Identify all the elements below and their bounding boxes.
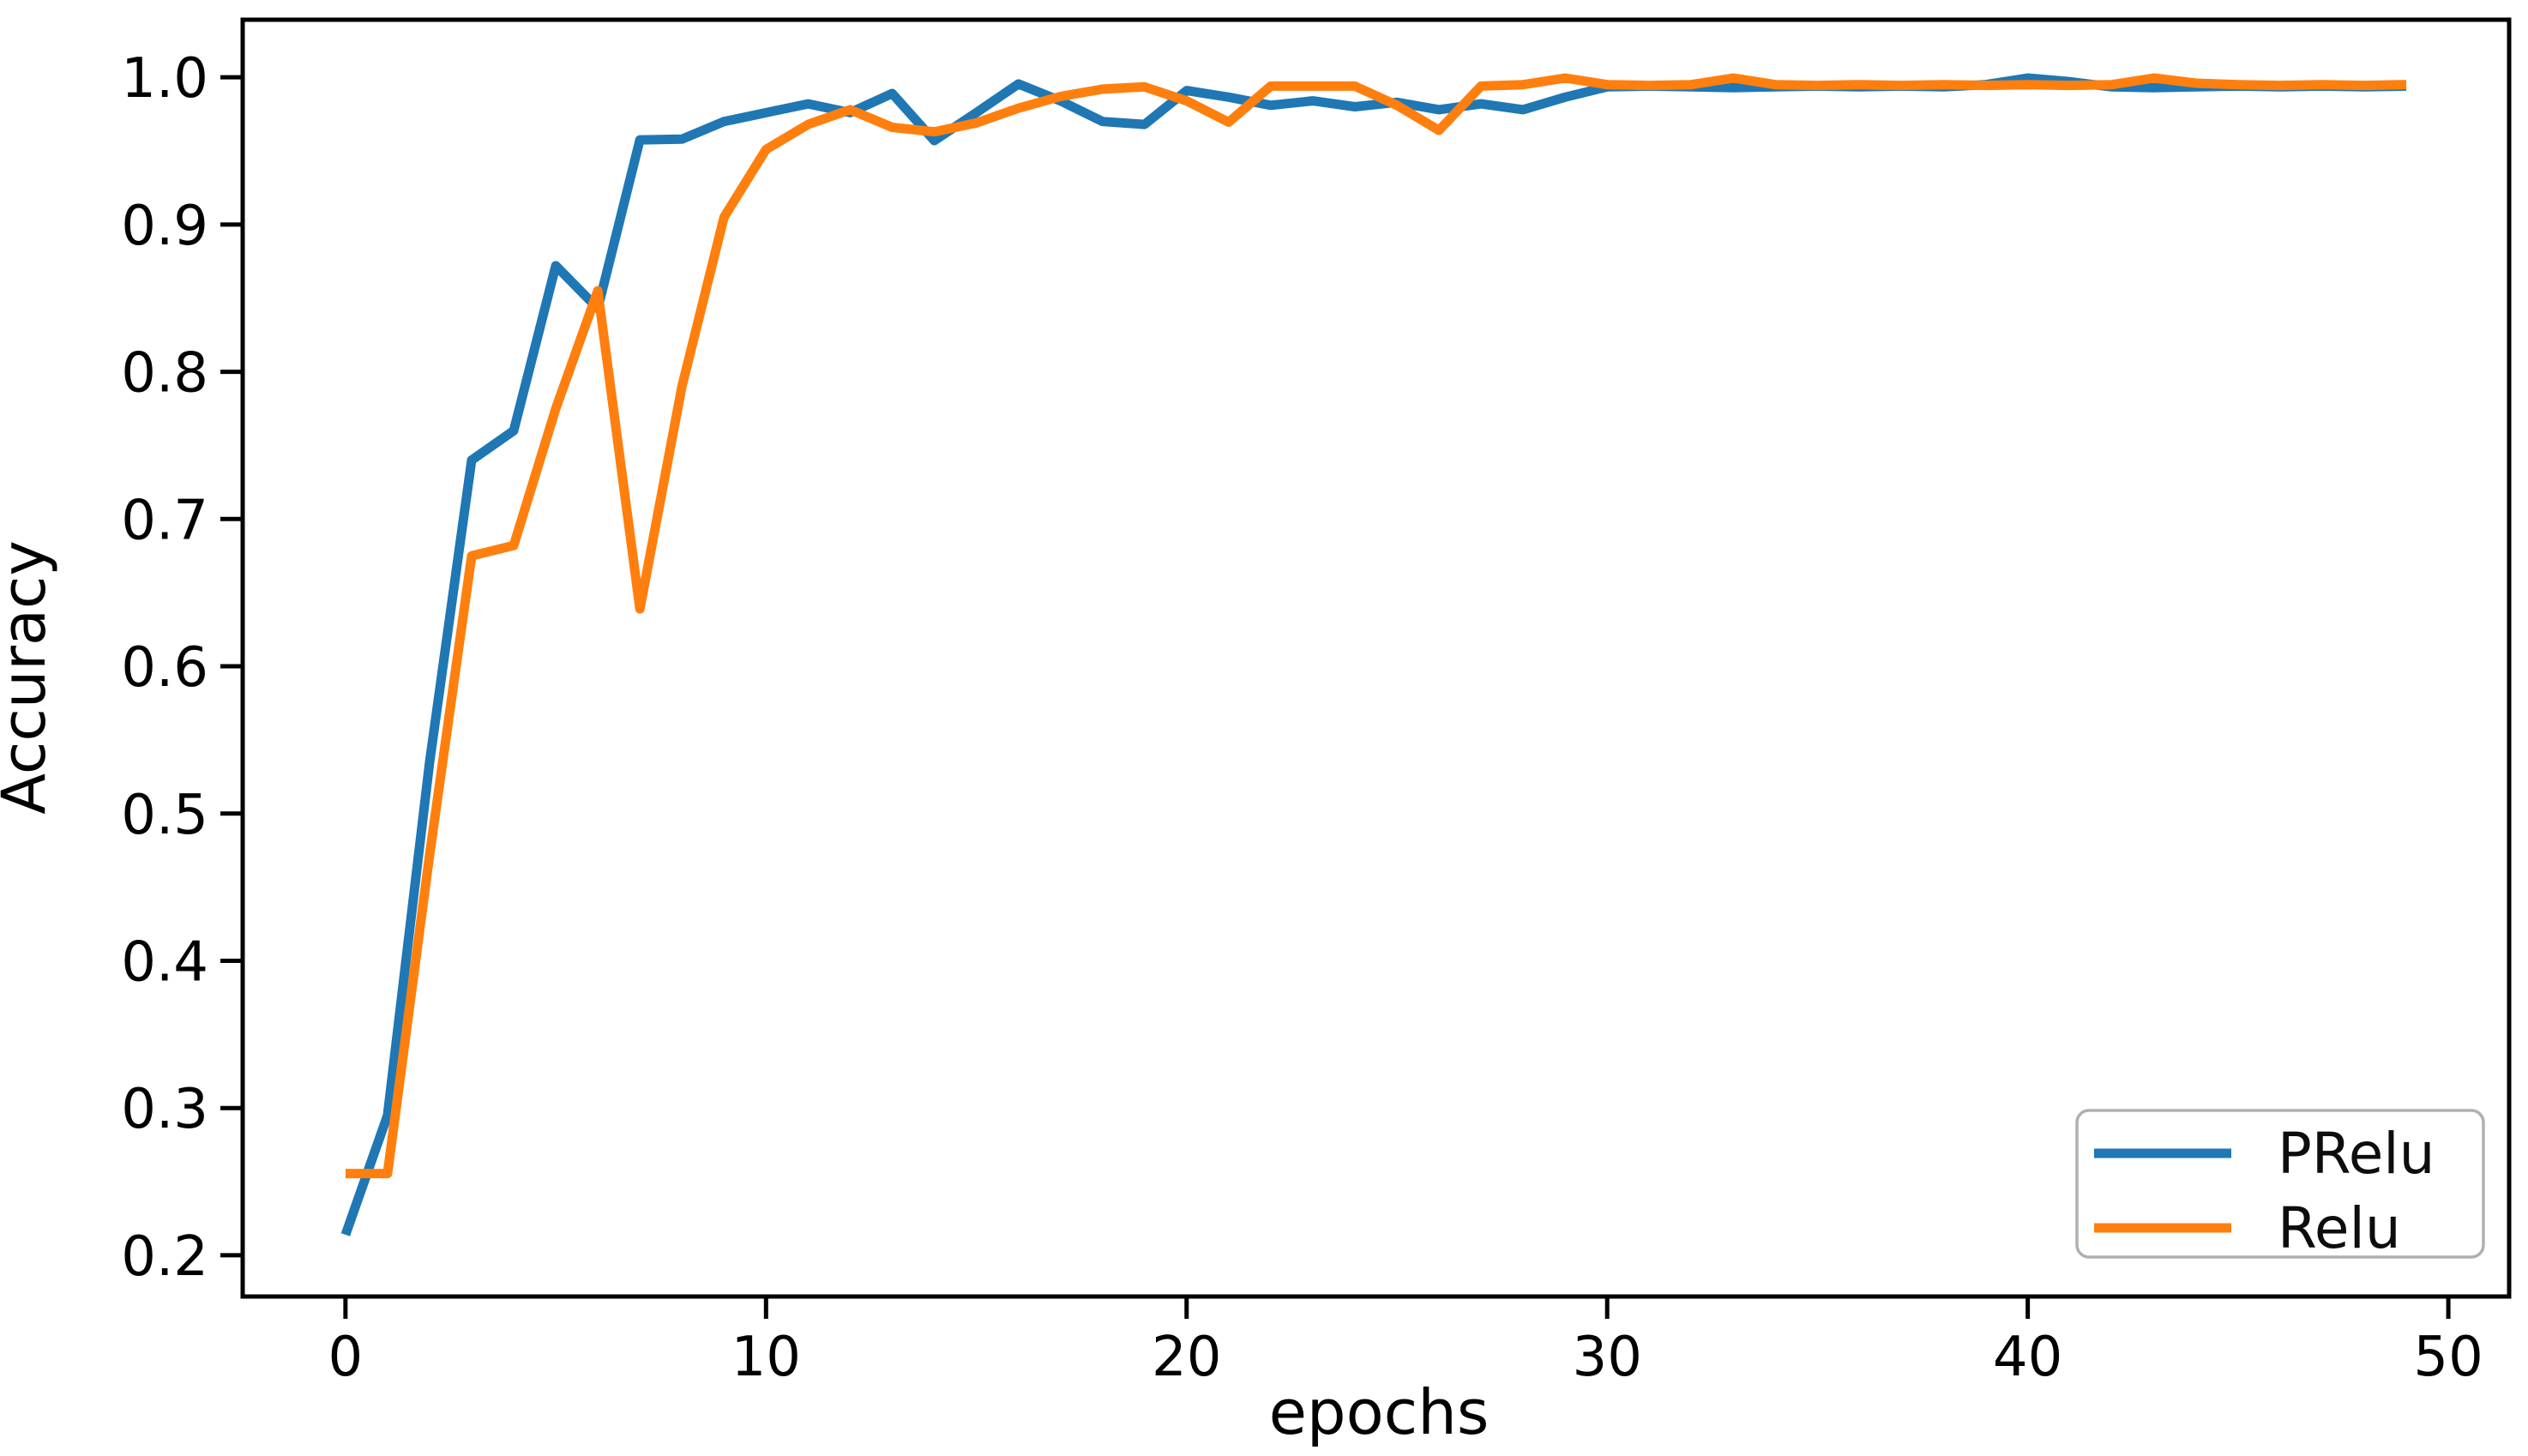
x-tick-label: 0 [328, 1326, 364, 1389]
x-tick-label: 30 [1572, 1326, 1641, 1389]
y-tick-label: 0.2 [121, 1225, 208, 1289]
legend: PRelu Relu [2075, 1109, 2485, 1261]
y-tick-label: 0.7 [121, 489, 208, 552]
axes-spines [240, 17, 2512, 1299]
series-line-prelu [340, 73, 2407, 1236]
legend-label-prelu: PRelu [2278, 1121, 2435, 1187]
y-tick-label: 0.4 [121, 930, 208, 994]
x-axis-label: epochs [1269, 1376, 1490, 1448]
plot-area: 0 10 20 30 40 50 1.0 0.9 0.8 0.7 0.6 0.5 0.4 0.3 0.2 [121, 17, 2512, 1389]
series-line-relu [345, 73, 2407, 1179]
x-tick-label: 10 [731, 1326, 801, 1389]
legend-box [2075, 1109, 2485, 1259]
y-tick-label: 1.0 [121, 47, 208, 111]
x-tick-label: 20 [1152, 1326, 1221, 1389]
y-tick-label: 0.3 [121, 1078, 208, 1141]
y-tick-label: 0.6 [121, 636, 208, 700]
x-tick-label: 40 [1993, 1326, 2062, 1389]
legend-label-relu: Relu [2278, 1195, 2401, 1261]
y-tick-label: 0.5 [121, 784, 208, 847]
y-tick-label: 0.8 [121, 342, 208, 406]
y-axis-label: Accuracy [0, 540, 59, 815]
y-tick-label: 0.9 [121, 195, 208, 258]
x-tick-label: 50 [2413, 1326, 2483, 1389]
